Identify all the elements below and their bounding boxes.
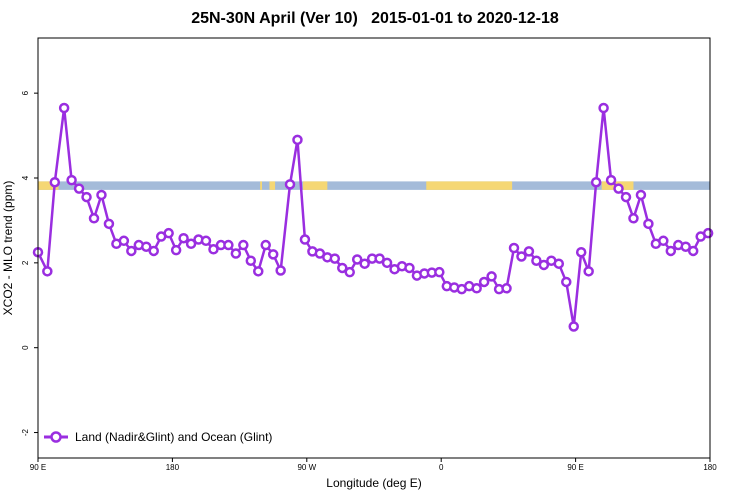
- data-point: [185, 238, 197, 250]
- x-tick-label: 90 E: [30, 463, 46, 472]
- data-point: [58, 102, 70, 114]
- data-point: [73, 183, 85, 194]
- data-point: [267, 249, 279, 260]
- data-point: [223, 239, 234, 251]
- data-point: [568, 321, 579, 332]
- data-point: [575, 246, 587, 258]
- x-tick-label: 90 W: [297, 463, 316, 472]
- data-point: [88, 213, 100, 224]
- data-point: [96, 189, 107, 201]
- data-point: [292, 134, 303, 146]
- y-tick-label: 4: [21, 175, 30, 180]
- data-point: [501, 283, 512, 294]
- plot-frame: [37, 37, 711, 459]
- data-point: [238, 239, 249, 251]
- legend: Land (Nadir&Glint) and Ocean (Glint): [44, 430, 272, 444]
- x-tick-label: 180: [166, 463, 180, 472]
- data-point: [141, 241, 152, 252]
- data-point: [275, 265, 286, 276]
- data-point: [200, 235, 212, 247]
- data-point: [702, 227, 714, 239]
- data-point: [665, 245, 677, 257]
- data-point: [245, 255, 257, 266]
- y-tick-label: -2: [21, 428, 30, 436]
- y-tick-label: 6: [21, 90, 30, 95]
- data-point: [404, 262, 415, 274]
- y-tick-label: 0: [21, 345, 30, 350]
- x-axis-label: Longitude (deg E): [326, 476, 421, 490]
- data-point: [42, 266, 53, 277]
- data-point: [253, 266, 264, 277]
- data-point: [344, 266, 355, 278]
- strip-land-segment: [38, 181, 59, 190]
- data-point: [635, 189, 647, 201]
- strip-land-segment: [426, 181, 513, 190]
- data-point: [598, 102, 609, 114]
- data-point: [658, 235, 669, 247]
- axis-ticks: 90 E 180 90 W 0 90 E 180 -2 0 2 4 6: [21, 90, 717, 472]
- data-point: [643, 218, 654, 230]
- data-point: [590, 176, 602, 188]
- data-point: [516, 251, 527, 262]
- legend-marker: [50, 431, 62, 443]
- data-point: [478, 276, 490, 288]
- x-tick-label: 0: [439, 463, 444, 472]
- data-point: [329, 253, 341, 264]
- data-point: [508, 242, 520, 254]
- data-point: [337, 262, 348, 274]
- data-point: [583, 266, 594, 277]
- data-point: [680, 241, 691, 252]
- data-point: [553, 258, 565, 269]
- data-point: [284, 179, 296, 190]
- y-axis-label: XCO2 - MLO trend (ppm): [1, 181, 15, 316]
- x-tick-label: 90 E: [567, 463, 583, 472]
- strip-ocean: [38, 181, 710, 190]
- data-point: [523, 246, 535, 257]
- data-point: [620, 191, 632, 203]
- data-point: [531, 255, 542, 266]
- data-point: [66, 174, 77, 186]
- x-tick-label: 180: [703, 463, 717, 472]
- data-point: [687, 245, 699, 257]
- legend-label: Land (Nadir&Glint) and Ocean (Glint): [75, 430, 272, 444]
- data-point: [471, 283, 482, 294]
- data-point: [49, 176, 61, 188]
- data-point: [486, 271, 497, 282]
- data-point: [613, 183, 624, 194]
- data-point: [359, 258, 370, 269]
- data-point: [374, 253, 385, 264]
- data-series: [32, 102, 714, 332]
- data-point: [81, 191, 92, 203]
- data-point: [381, 257, 393, 269]
- data-point: [351, 254, 363, 265]
- data-point: [230, 248, 242, 259]
- data-point: [538, 259, 550, 271]
- data-point: [126, 245, 137, 257]
- strip-land-segment: [269, 181, 276, 190]
- data-point: [605, 174, 617, 186]
- data-point: [118, 235, 130, 247]
- data-point: [208, 244, 219, 255]
- data-point: [628, 213, 639, 224]
- series-line: [36, 106, 709, 328]
- data-point: [148, 245, 159, 257]
- data-point: [561, 276, 572, 288]
- data-point: [103, 218, 115, 230]
- data-point: [163, 227, 174, 239]
- data-point: [170, 244, 182, 256]
- strip-land-segment: [303, 181, 328, 190]
- data-point: [434, 266, 445, 278]
- strip-land-segment: [260, 181, 262, 190]
- y-tick-label: 2: [21, 260, 30, 265]
- data-point: [178, 232, 189, 244]
- data-point: [260, 239, 271, 251]
- chart-title: 25N-30N April (Ver 10) 2015-01-01 to 202…: [191, 10, 559, 27]
- data-point: [299, 234, 311, 245]
